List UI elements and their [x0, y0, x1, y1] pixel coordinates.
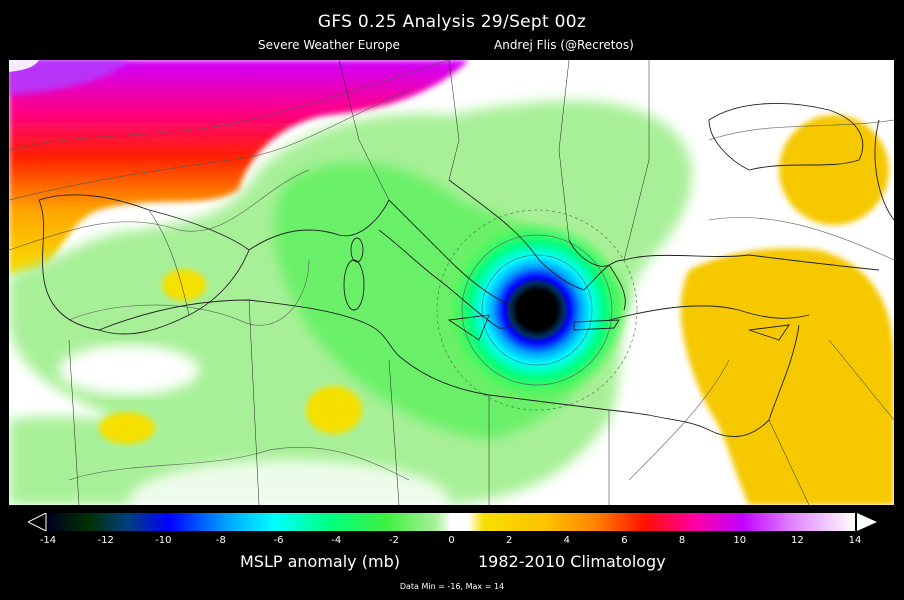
colorbar-ticks: -14 -12 -10 -8 -6 -4 -2 0 2 4 6 8 10 12 14: [0, 535, 904, 551]
colorbar-tick-label: -4: [331, 535, 342, 546]
colorbar-tick-label: -10: [155, 535, 172, 546]
climatology-label: 1982-2010 Climatology: [478, 552, 666, 571]
colorbar-tick-label: 6: [621, 535, 628, 546]
colorbar-tick-label: -12: [97, 535, 114, 546]
colorbar-tick-label: 10: [733, 535, 747, 546]
colorbar-tick-label: 14: [848, 535, 862, 546]
map-canvas: [9, 60, 894, 505]
anomaly-map: [9, 60, 894, 505]
colorbar-tick-label: 8: [678, 535, 686, 546]
colorbar-tick-label: 2: [505, 535, 513, 546]
isobar-contours: [9, 60, 894, 481]
black-sea-high-anomaly: [779, 115, 889, 225]
author-label: Andrej Flis (@Recretos): [494, 38, 634, 52]
colorbar-tick-label: -14: [39, 535, 57, 546]
colorbar: [28, 513, 877, 531]
source-label: Severe Weather Europe: [258, 38, 400, 52]
variable-label: MSLP anomaly (mb): [240, 552, 400, 571]
colorbar-tick-label: -6: [273, 535, 284, 546]
colorbar-max-arrow-icon: [857, 513, 877, 531]
low-pressure-center: [447, 220, 627, 400]
northwest-high-anomaly: [9, 60, 469, 275]
colorbar-tick-label: 12: [790, 535, 804, 546]
colorbar-tick-label: -8: [215, 535, 226, 546]
chart-title: GFS 0.25 Analysis 29/Sept 00z: [317, 12, 587, 32]
east-med-high-anomaly: [680, 248, 894, 505]
colorbar-tick-label: 4: [563, 535, 570, 546]
data-range-footnote: Data Min = -16, Max = 14: [399, 582, 505, 591]
coastlines: [38, 60, 894, 505]
colorbar-min-arrow-icon: [28, 513, 47, 531]
colorbar-tick-label: 0: [448, 535, 455, 546]
colorbar-tick-label: -2: [388, 535, 399, 546]
